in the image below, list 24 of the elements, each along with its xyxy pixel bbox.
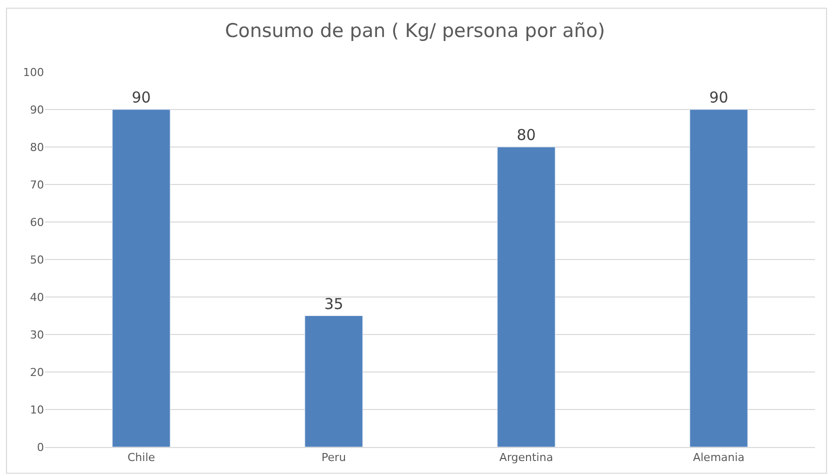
y-tick-label: 70	[30, 178, 44, 192]
data-label: 90	[709, 88, 728, 106]
y-tick-label: 50	[30, 253, 44, 266]
chart-title: Consumo de pan ( Kg/ persona por año)	[224, 20, 606, 42]
y-tick-label: 10	[30, 403, 44, 416]
bar	[497, 146, 556, 447]
y-tick-label: 20	[30, 366, 44, 379]
bar	[690, 109, 748, 447]
x-tick-label: Argentina	[499, 451, 554, 464]
bar	[304, 316, 363, 447]
y-tick-label: 100	[23, 66, 44, 79]
y-tick-label: 40	[30, 290, 44, 304]
x-tick-label: Alemania	[692, 451, 745, 464]
y-tick-label: 80	[30, 140, 44, 154]
y-tick-label: 90	[30, 103, 44, 116]
x-tick-label: Chile	[127, 451, 156, 464]
y-tick-label: 30	[30, 328, 44, 342]
y-tick-label: 0	[37, 440, 44, 454]
data-label: 35	[324, 294, 344, 313]
bar	[112, 109, 170, 447]
x-tick-label: Peru	[321, 451, 346, 464]
data-label: 80	[516, 126, 536, 144]
data-label: 90	[132, 88, 151, 106]
y-tick-label: 60	[30, 216, 44, 229]
